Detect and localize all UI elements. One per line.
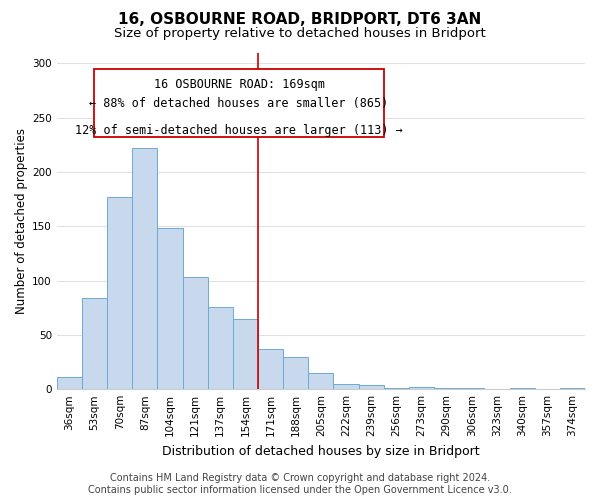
FancyBboxPatch shape [94,70,384,136]
Bar [233,318,258,389]
Bar [459,388,484,389]
Bar [560,388,585,389]
Bar [57,377,82,389]
Bar [434,388,459,389]
Bar [258,349,283,389]
Bar [132,148,157,389]
Text: ← 88% of detached houses are smaller (865): ← 88% of detached houses are smaller (86… [89,96,389,110]
X-axis label: Distribution of detached houses by size in Bridport: Distribution of detached houses by size … [162,444,480,458]
Bar [82,298,107,389]
Bar [157,228,182,389]
Bar [107,197,132,389]
Bar [334,384,359,389]
Bar [283,356,308,389]
Text: Size of property relative to detached houses in Bridport: Size of property relative to detached ho… [114,28,486,40]
Text: 16, OSBOURNE ROAD, BRIDPORT, DT6 3AN: 16, OSBOURNE ROAD, BRIDPORT, DT6 3AN [118,12,482,28]
Bar [182,278,208,389]
Bar [409,387,434,389]
Bar [384,388,409,389]
Text: 12% of semi-detached houses are larger (113) →: 12% of semi-detached houses are larger (… [75,124,403,138]
Y-axis label: Number of detached properties: Number of detached properties [15,128,28,314]
Bar [308,373,334,389]
Text: Contains HM Land Registry data © Crown copyright and database right 2024.
Contai: Contains HM Land Registry data © Crown c… [88,474,512,495]
Bar [208,306,233,389]
Bar [359,385,384,389]
Text: 16 OSBOURNE ROAD: 169sqm: 16 OSBOURNE ROAD: 169sqm [154,78,325,91]
Bar [509,388,535,389]
